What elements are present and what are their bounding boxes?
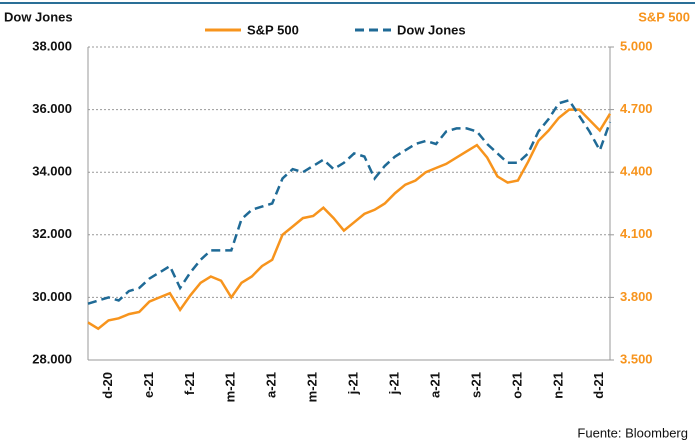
source: Fuente: Bloomberg xyxy=(577,425,688,440)
y-axis-title: Dow Jones xyxy=(4,9,73,24)
y2-tick-label: 4.400 xyxy=(620,164,653,179)
y-tick-label: 36.000 xyxy=(32,101,72,116)
x-tick-label: s-21 xyxy=(468,372,483,398)
x-tick-label: a-21 xyxy=(427,372,442,398)
y2-axis-title: S&P 500 xyxy=(638,9,690,24)
y2-tick-label: 4.100 xyxy=(620,226,653,241)
y-tick-label: 34.000 xyxy=(32,164,72,179)
x-tick-label: a-21 xyxy=(264,372,279,398)
legend-label: S&P 500 xyxy=(247,22,299,37)
y2-tick-label: 4.700 xyxy=(620,101,653,116)
x-tick-label: d-20 xyxy=(100,372,115,399)
x-tick-label: f-21 xyxy=(182,372,197,395)
y-tick-label: 38.000 xyxy=(32,38,72,53)
y2-tick-label: 5.000 xyxy=(620,38,653,53)
y-tick-label: 28.000 xyxy=(32,351,72,366)
legend-label: Dow Jones xyxy=(397,22,466,37)
x-tick-label: o-21 xyxy=(509,372,524,399)
x-tick-label: m-21 xyxy=(305,372,320,402)
series-line xyxy=(87,108,612,331)
series-line xyxy=(87,98,612,305)
x-tick-label: j-21 xyxy=(386,372,401,395)
x-tick-label: m-21 xyxy=(223,372,238,402)
y2-tick-label: 3.500 xyxy=(620,351,653,366)
x-tick-label: j-21 xyxy=(346,372,361,395)
y2-tick-label: 3.800 xyxy=(620,289,653,304)
x-tick-label: n-21 xyxy=(550,372,565,399)
y-tick-label: 30.000 xyxy=(32,289,72,304)
x-tick-label: d-21 xyxy=(591,372,606,399)
x-tick-label: e-21 xyxy=(141,372,156,398)
y-tick-label: 32.000 xyxy=(32,226,72,241)
